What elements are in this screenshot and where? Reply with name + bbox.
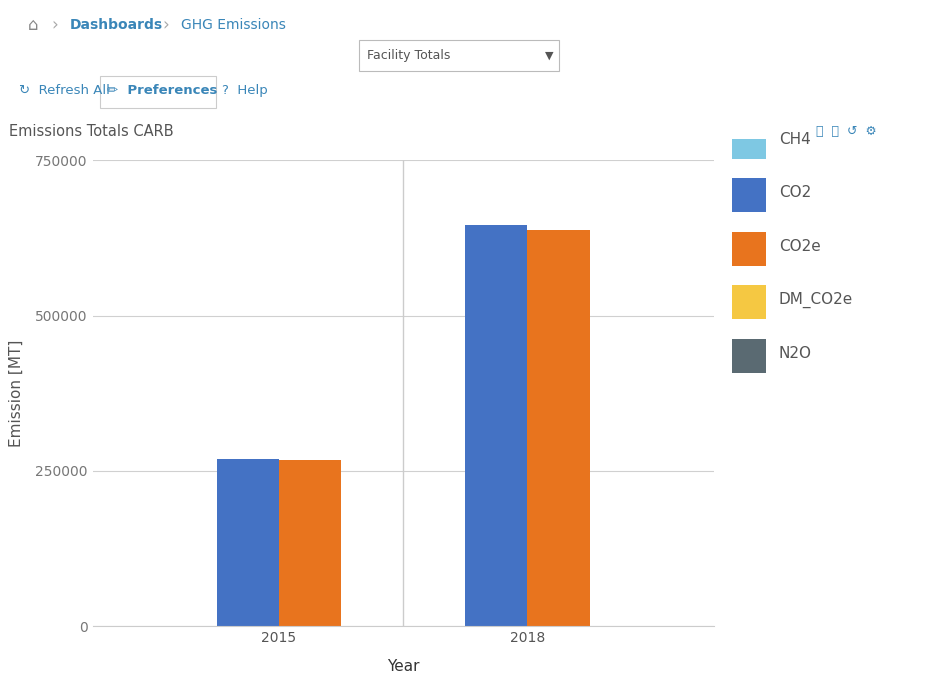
Text: ⌂: ⌂: [28, 16, 38, 34]
Text: ›: ›: [51, 16, 57, 34]
Text: GHG Emissions: GHG Emissions: [181, 18, 286, 32]
Text: Facility Totals: Facility Totals: [367, 49, 451, 62]
Text: N2O: N2O: [779, 346, 812, 361]
Text: CO2: CO2: [779, 185, 811, 200]
Bar: [527, 230, 590, 626]
Text: DM_CO2e: DM_CO2e: [779, 292, 853, 308]
FancyBboxPatch shape: [100, 76, 216, 109]
Text: 🗎  🗋  ↺  ⚙: 🗎 🗋 ↺ ⚙: [816, 125, 877, 138]
FancyBboxPatch shape: [732, 178, 766, 212]
Text: ?  Help: ? Help: [222, 84, 268, 97]
Bar: [217, 459, 279, 626]
Text: ✏  Preferences: ✏ Preferences: [107, 84, 217, 97]
Text: ›: ›: [162, 16, 169, 34]
Text: Dashboards: Dashboards: [70, 18, 162, 32]
X-axis label: Year: Year: [387, 659, 420, 674]
FancyBboxPatch shape: [359, 40, 559, 72]
FancyBboxPatch shape: [732, 125, 766, 159]
Y-axis label: Emission [MT]: Emission [MT]: [9, 340, 24, 447]
Bar: [465, 226, 527, 626]
FancyBboxPatch shape: [732, 285, 766, 319]
Text: CH4: CH4: [779, 132, 810, 147]
Text: ↻  Refresh All: ↻ Refresh All: [19, 84, 109, 97]
Text: CO2e: CO2e: [779, 239, 820, 254]
Text: Emissions Totals CARB: Emissions Totals CARB: [9, 124, 174, 139]
FancyBboxPatch shape: [732, 232, 766, 266]
Text: ▼: ▼: [544, 51, 553, 61]
FancyBboxPatch shape: [732, 339, 766, 373]
Bar: [279, 460, 341, 626]
